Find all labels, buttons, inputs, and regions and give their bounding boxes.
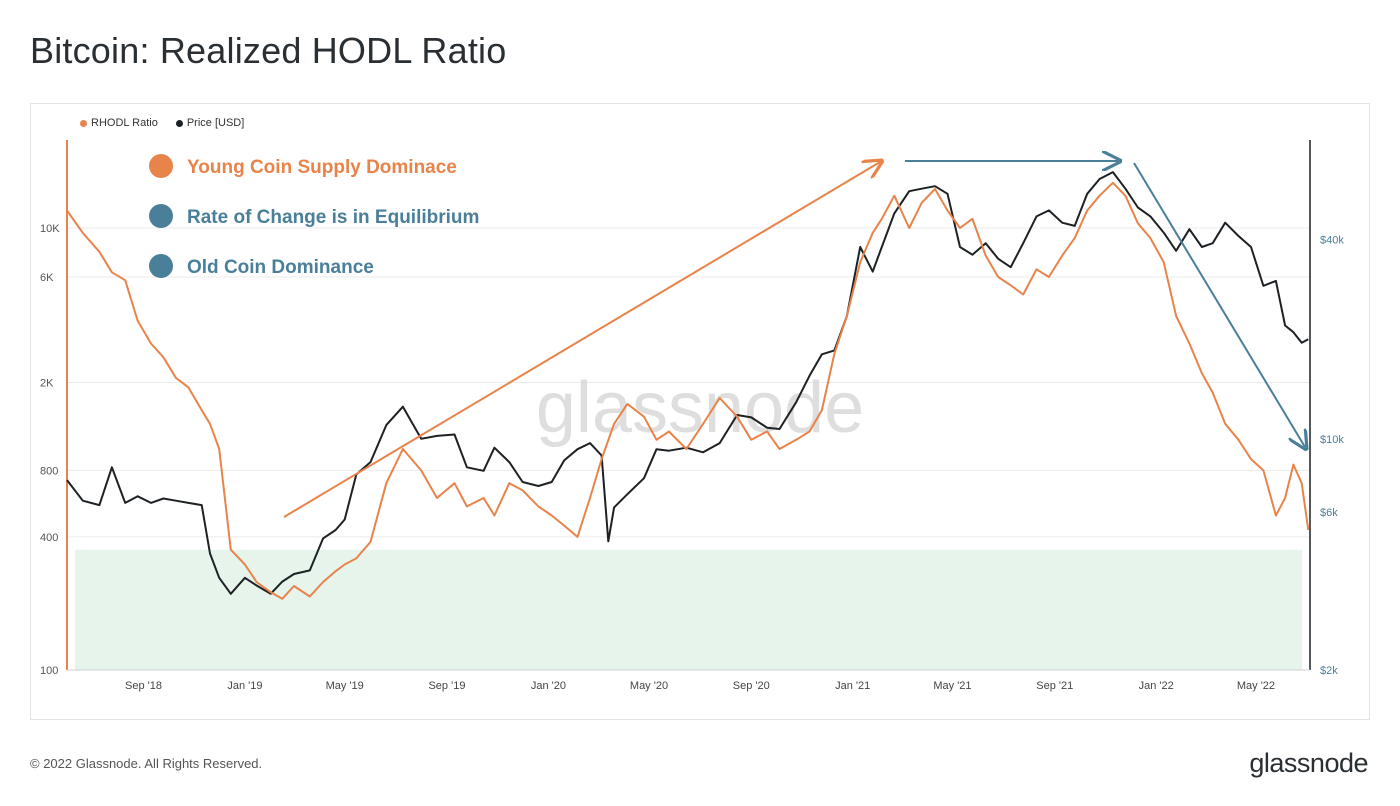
annotation-label-1: Rate of Change is in Equilibrium bbox=[187, 207, 479, 228]
series-line-price bbox=[66, 171, 1309, 595]
x-tick-9: Sep '21 bbox=[1036, 680, 1073, 692]
x-tick-4: Jan '20 bbox=[531, 680, 566, 692]
legend-item-rhodl[interactable]: RHODL Ratio bbox=[80, 117, 158, 129]
brand-logo[interactable]: glassnode bbox=[1249, 748, 1368, 778]
annotation-label-0: Young Coin Supply Dominace bbox=[187, 157, 457, 178]
y-left-tick-0: 100 bbox=[40, 665, 58, 677]
y-left-tick-5: 10K bbox=[40, 223, 60, 235]
y-right-tick-0: $2k bbox=[1320, 665, 1338, 677]
x-tick-0: Sep '18 bbox=[125, 680, 162, 692]
x-tick-1: Jan '19 bbox=[227, 680, 262, 692]
annotation-dot-2 bbox=[149, 254, 173, 278]
watermark: glassnode bbox=[536, 368, 864, 448]
legend-label-rhodl: RHODL Ratio bbox=[91, 117, 158, 129]
y-left-tick-1: 400 bbox=[40, 532, 58, 544]
chart-legend: RHODL Ratio Price [USD] bbox=[80, 117, 244, 129]
trend-arrow-old bbox=[1133, 162, 1305, 447]
legend-label-price: Price [USD] bbox=[186, 117, 245, 129]
x-tick-7: Jan '21 bbox=[835, 680, 870, 692]
x-tick-11: May '22 bbox=[1237, 680, 1275, 692]
y-left-tick-2: 800 bbox=[40, 465, 58, 477]
legend-dot-price bbox=[175, 119, 183, 127]
legend-dot-rhodl bbox=[80, 119, 87, 127]
y-left-tick-4: 6K bbox=[40, 272, 54, 284]
series-line-rhodl bbox=[66, 181, 1310, 600]
annotation-dot-0 bbox=[149, 154, 173, 178]
x-tick-3: Sep '19 bbox=[428, 680, 465, 692]
annotation-label-2: Old Coin Dominance bbox=[187, 257, 374, 278]
annotation-dot-1 bbox=[149, 204, 173, 228]
x-tick-6: Sep '20 bbox=[733, 680, 770, 692]
x-tick-5: May '20 bbox=[630, 680, 668, 692]
accumulation-zone bbox=[75, 549, 1302, 670]
page-title: Bitcoin: Realized HODL Ratio bbox=[30, 30, 507, 71]
trend-arrow-young bbox=[283, 162, 880, 518]
y-right-tick-1: $6k bbox=[1320, 507, 1338, 519]
y-left-tick-3: 2K bbox=[40, 377, 54, 389]
x-tick-8: May '21 bbox=[933, 680, 971, 692]
y-right-tick-2: $10k bbox=[1320, 434, 1344, 446]
x-tick-10: Jan '22 bbox=[1139, 680, 1174, 692]
y-right-tick-3: $40k bbox=[1320, 235, 1344, 247]
legend-item-price[interactable]: Price [USD] bbox=[175, 117, 245, 129]
copyright-footer: © 2022 Glassnode. All Rights Reserved. bbox=[30, 756, 263, 771]
x-tick-2: May '19 bbox=[326, 680, 364, 692]
